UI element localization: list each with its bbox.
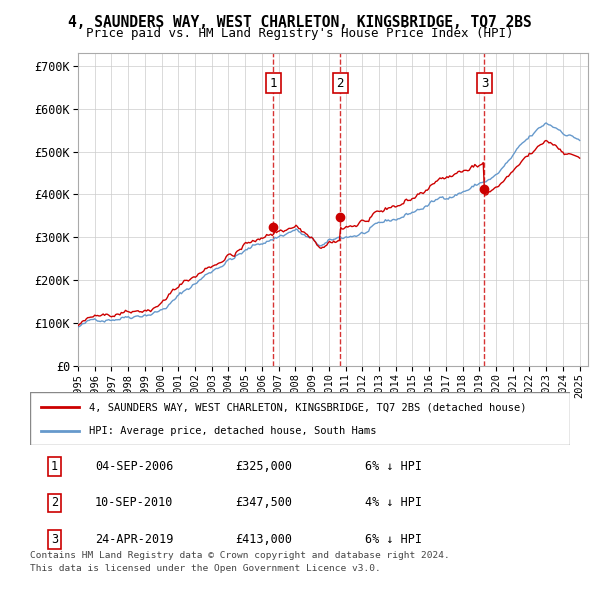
Text: 4, SAUNDERS WAY, WEST CHARLETON, KINGSBRIDGE, TQ7 2BS (detached house): 4, SAUNDERS WAY, WEST CHARLETON, KINGSBR…: [89, 402, 527, 412]
Text: 1: 1: [269, 77, 277, 90]
Text: 6% ↓ HPI: 6% ↓ HPI: [365, 460, 422, 473]
Text: Price paid vs. HM Land Registry's House Price Index (HPI): Price paid vs. HM Land Registry's House …: [86, 27, 514, 40]
Text: 2: 2: [51, 496, 58, 510]
Text: £347,500: £347,500: [235, 496, 292, 510]
Text: 4% ↓ HPI: 4% ↓ HPI: [365, 496, 422, 510]
Text: 3: 3: [481, 77, 488, 90]
Text: 3: 3: [51, 533, 58, 546]
Text: This data is licensed under the Open Government Licence v3.0.: This data is licensed under the Open Gov…: [30, 564, 381, 573]
Text: 4, SAUNDERS WAY, WEST CHARLETON, KINGSBRIDGE, TQ7 2BS: 4, SAUNDERS WAY, WEST CHARLETON, KINGSBR…: [68, 15, 532, 30]
FancyBboxPatch shape: [30, 392, 570, 445]
Text: Contains HM Land Registry data © Crown copyright and database right 2024.: Contains HM Land Registry data © Crown c…: [30, 550, 450, 559]
Text: 04-SEP-2006: 04-SEP-2006: [95, 460, 173, 473]
Text: £413,000: £413,000: [235, 533, 292, 546]
Text: 2: 2: [337, 77, 344, 90]
Text: 10-SEP-2010: 10-SEP-2010: [95, 496, 173, 510]
Text: £325,000: £325,000: [235, 460, 292, 473]
Text: 24-APR-2019: 24-APR-2019: [95, 533, 173, 546]
Text: 1: 1: [51, 460, 58, 473]
Text: 6% ↓ HPI: 6% ↓ HPI: [365, 533, 422, 546]
Text: HPI: Average price, detached house, South Hams: HPI: Average price, detached house, Sout…: [89, 425, 377, 435]
